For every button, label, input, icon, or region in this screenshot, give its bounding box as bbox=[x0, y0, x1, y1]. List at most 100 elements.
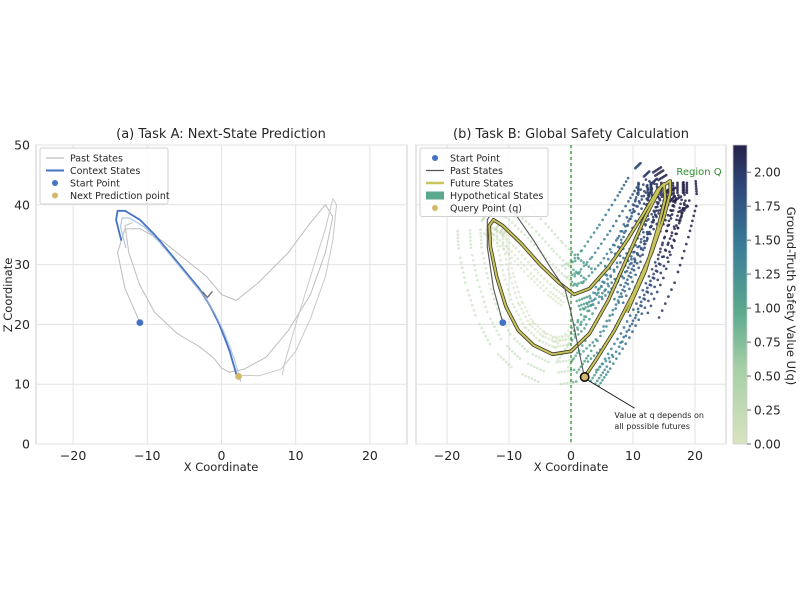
hypothetical-state-dot bbox=[613, 297, 616, 301]
hypothetical-state-dot bbox=[505, 233, 508, 237]
hypothetical-state-dot bbox=[558, 255, 562, 259]
hypothetical-state-dot bbox=[610, 203, 614, 207]
hypothetical-state-dot bbox=[576, 351, 579, 355]
hypothetical-state-dot bbox=[650, 220, 654, 224]
hypothetical-state-dot bbox=[536, 325, 540, 328]
hypothetical-state-dot bbox=[563, 334, 567, 338]
hypothetical-state-dot bbox=[628, 336, 631, 339]
hypothetical-state-dot bbox=[594, 338, 598, 341]
legend-swatch bbox=[52, 192, 58, 199]
hypothetical-state-dot bbox=[513, 337, 516, 341]
hypothetical-state-dot bbox=[640, 207, 643, 210]
hypothetical-state-dot bbox=[651, 171, 655, 174]
hypothetical-state-dot bbox=[480, 326, 483, 330]
hypothetical-state-dot bbox=[479, 235, 483, 239]
hypothetical-state-dot bbox=[584, 263, 588, 266]
hypothetical-state-dot bbox=[617, 301, 621, 304]
hypothetical-state-dot bbox=[679, 202, 682, 206]
hypothetical-state-dot bbox=[547, 337, 551, 341]
hypothetical-state-dot bbox=[637, 244, 641, 248]
hypothetical-state-dot bbox=[650, 267, 654, 271]
hypothetical-state-dot bbox=[559, 298, 563, 302]
point-next-prediction-point bbox=[235, 373, 242, 380]
hypothetical-state-dot bbox=[641, 288, 645, 292]
panel-a-ticks: −20 −10 0 10 20 0 10 20 30 40 50 bbox=[14, 138, 378, 464]
hypothetical-state-dot bbox=[607, 356, 611, 360]
hypothetical-state-dot bbox=[639, 304, 642, 307]
hypothetical-state-dot bbox=[558, 339, 561, 342]
legend-label: Hypothetical States bbox=[450, 191, 543, 202]
hypothetical-state-dot bbox=[499, 258, 502, 262]
hypothetical-state-dot bbox=[653, 210, 656, 214]
hypothetical-state-dot bbox=[680, 214, 683, 217]
hypothetical-state-dot bbox=[634, 219, 637, 223]
hypothetical-state-dot bbox=[530, 377, 534, 381]
hypothetical-state-dot bbox=[616, 290, 619, 294]
legend-label: Context States bbox=[70, 166, 140, 177]
colorbar-tick-label: 1.25 bbox=[754, 268, 781, 282]
hypothetical-state-dot bbox=[520, 345, 524, 348]
hypothetical-state-dot bbox=[566, 335, 570, 338]
hypothetical-state-dot bbox=[648, 283, 652, 287]
hypothetical-state-dot bbox=[593, 297, 597, 301]
hypothetical-state-dot bbox=[631, 308, 635, 311]
panel-b-title: (b) Task B: Global Safety Calculation bbox=[453, 127, 689, 142]
hypothetical-state-dot bbox=[611, 313, 614, 316]
hypothetical-state-dot bbox=[670, 213, 674, 216]
hypothetical-state-dot bbox=[530, 264, 533, 268]
hypothetical-state-dot bbox=[628, 287, 631, 291]
hypothetical-state-dot bbox=[545, 286, 548, 290]
hypothetical-state-dot bbox=[616, 337, 619, 341]
panel-a-xlabel: X Coordinate bbox=[184, 460, 259, 474]
hypothetical-state-dot bbox=[693, 209, 697, 213]
hypothetical-state-dot bbox=[624, 204, 627, 208]
hypothetical-state-dot bbox=[469, 239, 472, 243]
hypothetical-state-dot bbox=[624, 342, 628, 346]
hypothetical-state-dot bbox=[503, 252, 507, 256]
hypothetical-state-dot bbox=[582, 261, 585, 264]
hypothetical-state-dot bbox=[591, 312, 594, 315]
hypothetical-state-dot bbox=[496, 229, 500, 233]
hypothetical-state-dot bbox=[637, 189, 640, 193]
hypothetical-state-dot bbox=[519, 295, 522, 299]
hypothetical-state-dot bbox=[590, 267, 593, 270]
hypothetical-state-dot bbox=[472, 263, 476, 267]
hypothetical-state-dot bbox=[479, 238, 483, 242]
hypothetical-state-dot bbox=[576, 253, 580, 256]
hypothetical-state-dot bbox=[575, 371, 579, 374]
hypothetical-state-dot bbox=[567, 247, 571, 251]
hypothetical-state-dot bbox=[600, 295, 604, 299]
hypothetical-state-dot bbox=[676, 189, 679, 193]
hypothetical-state-dot bbox=[551, 297, 555, 301]
hypothetical-state-dot bbox=[521, 321, 525, 325]
hypothetical-state-dot bbox=[646, 311, 650, 315]
hypothetical-state-dot bbox=[682, 201, 686, 205]
hypothetical-state-dot bbox=[463, 276, 466, 279]
hypothetical-state-dot bbox=[527, 375, 531, 379]
hypothetical-state-dot bbox=[688, 229, 692, 233]
hypothetical-state-dot bbox=[616, 236, 619, 240]
hypothetical-state-dot bbox=[588, 344, 592, 347]
hypothetical-state-dot bbox=[603, 264, 607, 268]
hypothetical-state-dot bbox=[577, 282, 580, 285]
hypothetical-state-dot bbox=[622, 326, 626, 329]
hypothetical-state-dot bbox=[635, 302, 638, 305]
hypothetical-state-dot bbox=[599, 381, 602, 385]
hypothetical-state-dot bbox=[502, 358, 505, 361]
hypothetical-state-dot bbox=[645, 230, 649, 234]
hypothetical-state-dot bbox=[491, 292, 495, 296]
colorbar-tick-label: 1.00 bbox=[754, 302, 781, 316]
hypothetical-state-dot bbox=[517, 227, 520, 230]
hypothetical-state-dot bbox=[518, 342, 522, 346]
hypothetical-state-dot bbox=[489, 287, 493, 291]
hypothetical-state-dot bbox=[539, 217, 543, 221]
hypothetical-state-dot bbox=[615, 265, 619, 269]
hypothetical-state-dot bbox=[541, 330, 545, 333]
hypothetical-state-dot bbox=[478, 285, 481, 289]
hypothetical-state-dot bbox=[540, 357, 544, 361]
hypothetical-state-dot bbox=[497, 353, 500, 356]
hypothetical-state-dot bbox=[672, 225, 676, 229]
colorbar-tick-label: 0.00 bbox=[754, 438, 781, 452]
hypothetical-state-dot bbox=[557, 301, 560, 305]
hypothetical-state-dot bbox=[643, 246, 646, 250]
